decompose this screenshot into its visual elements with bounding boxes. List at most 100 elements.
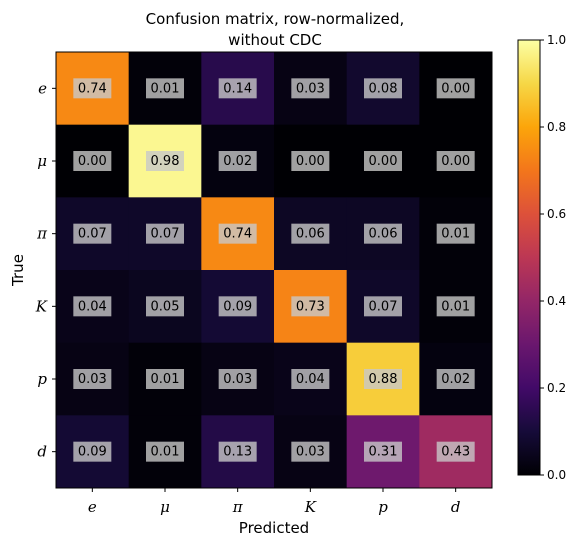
x-tick-label: μ	[160, 498, 170, 516]
cell-value-label: 0.06	[296, 227, 325, 242]
cell-label-box	[291, 369, 330, 389]
cell-label-box	[146, 223, 184, 244]
cell-value-label: 0.43	[441, 445, 470, 460]
cell-label-box	[436, 151, 475, 171]
cell-value-label: 0.07	[151, 227, 180, 242]
cell-value-label: 0.07	[369, 299, 398, 314]
cell-value-label: 0.08	[369, 81, 398, 96]
cell-label-box	[291, 296, 330, 317]
cell-label-box	[291, 223, 330, 244]
cell-label-box	[436, 441, 475, 462]
cell-value-label: 0.01	[151, 81, 180, 96]
cell-label-box	[364, 151, 402, 171]
cell-label-box	[146, 441, 184, 462]
cell-value-label: 0.98	[151, 154, 180, 169]
y-tick-label: π	[36, 225, 48, 243]
cell-value-label: 0.13	[223, 445, 252, 460]
cell-label-box	[218, 151, 257, 171]
cell-value-label: 0.00	[441, 154, 470, 169]
cell-value-label: 0.88	[369, 372, 398, 387]
cell-value-label: 0.14	[223, 81, 252, 96]
cell-value-label: 0.01	[441, 227, 470, 242]
x-tick-label: e	[88, 498, 97, 516]
cell-value-label: 0.00	[78, 154, 107, 169]
colorbar-tick-label: 0.2	[547, 381, 566, 395]
colorbar-ticks: 0.0 0.2 0.4 0.6 0.8 1.0	[540, 33, 566, 482]
cell-value-label: 0.74	[78, 81, 107, 96]
cell-value-label: 0.04	[296, 372, 325, 387]
x-tick-label: K	[304, 498, 317, 516]
x-axis-label: Predicted	[239, 519, 309, 537]
cell-label-box	[218, 441, 257, 462]
cell-label-box	[436, 223, 475, 244]
x-tick-label: p	[378, 498, 388, 516]
x-tick-label: π	[232, 498, 244, 516]
cell-value-label: 0.00	[441, 81, 470, 96]
cell-value-label: 0.02	[223, 154, 252, 169]
cell-value-label: 0.73	[296, 299, 325, 314]
cell-label-box	[73, 151, 112, 171]
cell-label-box	[364, 223, 402, 244]
cell-label-box	[364, 296, 402, 317]
x-tick-label: d	[451, 498, 461, 516]
cell-label-box	[364, 78, 402, 99]
cell-value-label: 0.31	[369, 445, 398, 460]
cell-label-box	[291, 78, 330, 99]
cell-value-label: 0.01	[151, 372, 180, 387]
heatmap-cells: 0.74 0.01 0.14 0.03 0.08 0.00 0.00 0.98 0.02 0.00…	[56, 52, 493, 489]
cell-label-box	[218, 369, 257, 389]
cell-label-box	[146, 369, 184, 389]
chart-title-line-1: Confusion matrix, row-normalized,	[146, 10, 405, 28]
cell-label-box	[73, 223, 112, 244]
cell-label-box	[291, 441, 330, 462]
colorbar-tick-label: 0.6	[547, 207, 566, 221]
y-tick-label: p	[37, 370, 47, 388]
cell-label-box	[364, 369, 402, 389]
cell-value-label: 0.03	[296, 445, 325, 460]
cell-label-box	[364, 441, 402, 462]
cell-label-box	[73, 369, 112, 389]
chart-title-line-2: without CDC	[228, 31, 322, 49]
cell-label-box	[146, 296, 184, 317]
colorbar	[517, 39, 541, 476]
cell-label-box	[73, 441, 112, 462]
plot-frame	[55, 51, 493, 489]
cell-label-box	[291, 151, 330, 171]
cell-label-box	[73, 78, 112, 99]
cell-label-box	[73, 296, 112, 317]
cell-label-box	[218, 296, 257, 317]
cell-value-label: 0.01	[441, 299, 470, 314]
cell-label-box	[218, 78, 257, 99]
cell-value-label: 0.02	[441, 372, 470, 387]
cell-value-label: 0.03	[78, 372, 107, 387]
cell-value-label: 0.07	[78, 227, 107, 242]
cell-value-label: 0.00	[296, 154, 325, 169]
cell-value-label: 0.03	[223, 372, 252, 387]
cell-value-label: 0.04	[78, 299, 107, 314]
cell-value-label: 0.01	[151, 445, 180, 460]
cell-value-label: 0.03	[296, 81, 325, 96]
cell-label-box	[436, 78, 475, 99]
colorbar-tick-label: 1.0	[547, 33, 566, 47]
y-axis-ticks: e μ π Kp d	[35, 79, 56, 461]
y-tick-label: K	[35, 297, 48, 315]
cell-label-box	[218, 223, 257, 244]
y-tick-label: μ	[37, 152, 47, 170]
cell-label-box	[436, 369, 475, 389]
y-tick-label: d	[37, 443, 47, 461]
colorbar-tick-label: 0.0	[547, 468, 566, 482]
y-tick-label: e	[38, 79, 47, 97]
cell-value-label: 0.74	[223, 227, 252, 242]
cell-label-box	[436, 296, 475, 317]
cell-value-label: 0.06	[369, 227, 398, 242]
y-axis-label: True	[9, 254, 27, 287]
cell-label-box	[146, 151, 184, 171]
cell-label-box	[146, 78, 184, 99]
cell-value-label: 0.09	[78, 445, 107, 460]
colorbar-tick-label: 0.8	[547, 120, 566, 134]
cell-value-label: 0.09	[223, 299, 252, 314]
colorbar-tick-label: 0.4	[547, 294, 566, 308]
cell-value-label: 0.00	[369, 154, 398, 169]
